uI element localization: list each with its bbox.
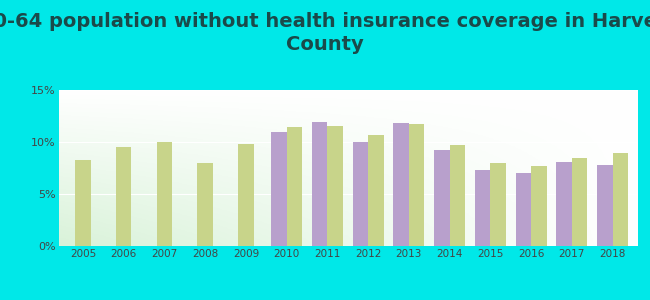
Bar (531, 166, 547, 246)
Bar (597, 165, 612, 246)
Bar (393, 123, 409, 246)
Bar (353, 142, 368, 246)
Bar (198, 163, 213, 246)
Legend: Harvey County, Kansas average: Harvey County, Kansas average (200, 299, 495, 300)
Bar (556, 162, 572, 246)
Bar (75, 160, 91, 246)
Bar (238, 144, 254, 246)
Bar (572, 158, 588, 246)
Bar (312, 122, 328, 246)
Bar (157, 142, 172, 246)
Bar (490, 163, 506, 246)
Bar (475, 170, 490, 246)
Bar (434, 150, 450, 246)
Bar (328, 126, 343, 246)
Text: 50-64 population without health insurance coverage in Harvey
County: 50-64 population without health insuranc… (0, 12, 650, 55)
Bar (409, 124, 424, 246)
Bar (515, 173, 531, 246)
Bar (612, 153, 628, 246)
Bar (450, 145, 465, 246)
Bar (287, 128, 302, 246)
Bar (368, 135, 384, 246)
Bar (271, 132, 287, 246)
Bar (116, 147, 131, 246)
